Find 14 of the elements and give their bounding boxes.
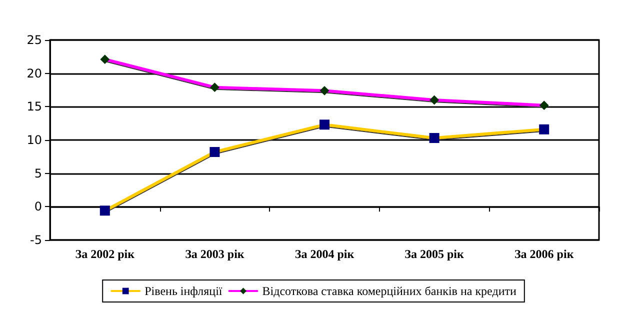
- y-tick-label: 10: [26, 133, 42, 147]
- x-tick-label: За 2005 рік: [404, 247, 464, 261]
- y-tick-label: -5: [30, 233, 42, 247]
- x-tick-label: За 2002 рік: [75, 247, 135, 261]
- y-tick-label: 20: [26, 66, 42, 80]
- x-tick-label: За 2006 рік: [514, 247, 574, 261]
- x-tick-label: За 2003 рік: [185, 247, 244, 261]
- y-tick-label: 15: [26, 100, 42, 114]
- y-tick-label: 5: [34, 166, 42, 180]
- y-tick-label: 0: [34, 200, 42, 214]
- legend-label: Рівень інфляції: [144, 284, 223, 298]
- x-tick-label: За 2004 рік: [294, 247, 354, 261]
- legend-label: Відсоткова ставка комерційних банків на кредити: [262, 284, 517, 298]
- y-tick-label: 25: [26, 33, 42, 47]
